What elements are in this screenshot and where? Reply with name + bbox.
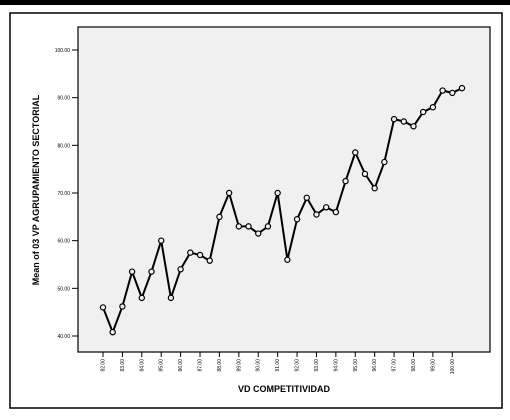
x-tick-label: 100.00 xyxy=(450,359,456,375)
data-point xyxy=(390,115,398,123)
x-tick-label: 95.00 xyxy=(353,359,359,372)
x-tick-label: 94.00 xyxy=(333,359,339,372)
x-tick-label: 96.00 xyxy=(372,359,378,372)
data-point xyxy=(284,256,291,263)
x-tick-label: 99.00 xyxy=(430,359,436,372)
data-point xyxy=(109,328,116,336)
data-point xyxy=(322,204,330,211)
data-point xyxy=(303,194,310,201)
data-point xyxy=(293,216,301,223)
data-point xyxy=(458,84,466,92)
chart-border xyxy=(9,12,503,409)
y-tick-label: 90.00 xyxy=(57,96,70,102)
x-tick-label: 91.00 xyxy=(275,359,281,372)
y-axis-label: Mean of 03 VP AGRUPAMIENTO SECTORIAL xyxy=(31,94,41,285)
data-point xyxy=(255,230,262,237)
x-axis-label: VD COMPETITIVIDAD xyxy=(238,384,331,394)
y-axis-ticks: 40.00 50.00 60.00 70.00 80.00 90.00 100.00 xyxy=(55,48,78,340)
data-point xyxy=(381,158,388,166)
data-point xyxy=(449,89,456,97)
data-point xyxy=(352,149,359,156)
data-point xyxy=(206,257,213,264)
y-tick-label: 50.00 xyxy=(57,286,70,292)
x-axis-ticks: 82.00 83.00 84.00 85.00 86.00 87.00 88.00 89.00… xyxy=(101,352,456,374)
data-point xyxy=(235,223,243,230)
data-point xyxy=(158,237,165,244)
x-tick-label: 83.00 xyxy=(120,359,126,372)
x-tick-label: 85.00 xyxy=(159,359,165,372)
outer-top-bar xyxy=(0,0,510,5)
data-point xyxy=(313,211,320,218)
x-tick-label: 93.00 xyxy=(314,359,320,372)
x-tick-label: 84.00 xyxy=(139,359,145,372)
data-point xyxy=(419,108,427,116)
data-point xyxy=(167,294,175,302)
data-point xyxy=(274,189,281,197)
series-markers xyxy=(99,84,466,336)
data-point xyxy=(400,118,407,125)
data-point xyxy=(361,170,369,178)
data-point xyxy=(216,213,223,221)
data-point xyxy=(187,249,194,256)
x-tick-label: 88.00 xyxy=(217,359,223,372)
x-tick-label: 82.00 xyxy=(101,359,107,372)
data-point xyxy=(196,251,204,259)
x-tick-label: 87.00 xyxy=(198,359,204,372)
x-tick-label: 98.00 xyxy=(411,359,417,372)
y-tick-label: 100.00 xyxy=(55,48,71,54)
x-tick-label: 89.00 xyxy=(236,359,242,372)
y-tick-label: 40.00 xyxy=(57,334,70,340)
data-point xyxy=(138,294,146,302)
x-tick-label: 92.00 xyxy=(295,359,301,372)
data-point xyxy=(148,268,155,275)
data-point xyxy=(264,223,272,230)
data-point xyxy=(119,303,126,310)
x-tick-label: 86.00 xyxy=(178,359,184,372)
data-point xyxy=(177,266,184,273)
data-point xyxy=(332,208,340,216)
data-point xyxy=(99,304,107,311)
data-point xyxy=(128,268,136,275)
data-point xyxy=(342,177,349,185)
y-tick-label: 60.00 xyxy=(57,239,70,245)
y-tick-label: 80.00 xyxy=(57,143,70,149)
plot-area xyxy=(77,26,491,353)
data-point xyxy=(429,103,437,111)
x-tick-label: 90.00 xyxy=(256,359,262,372)
data-point xyxy=(439,87,446,94)
data-point xyxy=(410,123,417,130)
data-point xyxy=(371,185,378,192)
data-point xyxy=(225,189,233,197)
data-point xyxy=(245,223,252,230)
y-tick-label: 70.00 xyxy=(57,191,70,197)
x-tick-label: 97.00 xyxy=(392,359,398,372)
